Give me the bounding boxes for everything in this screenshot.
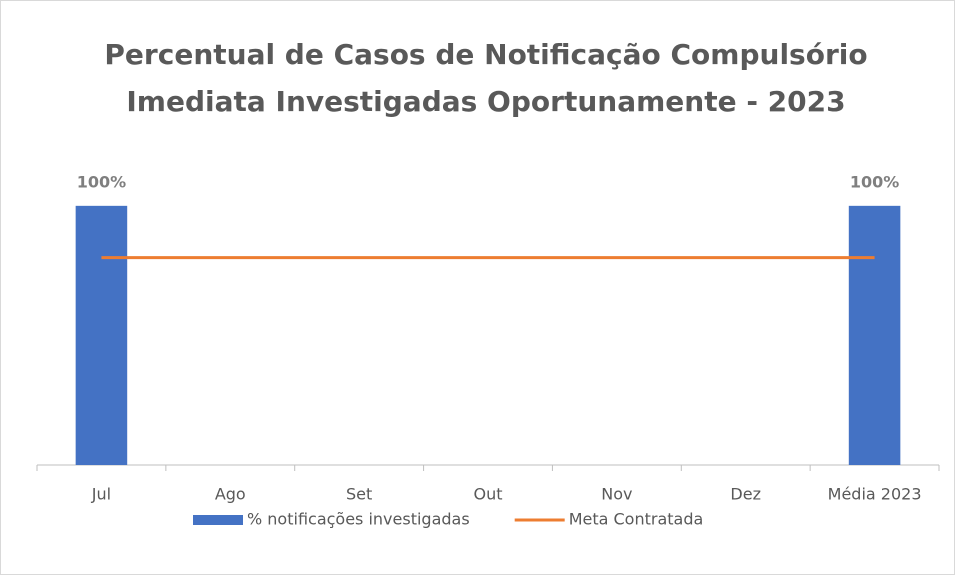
- x-tick-label: Nov: [601, 485, 632, 504]
- data-label: 100%: [77, 172, 126, 191]
- bar: [75, 205, 128, 466]
- x-tick-label: Out: [473, 485, 502, 504]
- x-tick-label: Dez: [730, 485, 761, 504]
- chart-title: Imediata Investigadas Oportunamente - 20…: [126, 85, 845, 118]
- x-tick-label: Ago: [215, 485, 246, 504]
- legend-label: Meta Contratada: [569, 510, 704, 529]
- x-tick-label: Média 2023: [828, 485, 922, 504]
- bar: [848, 205, 901, 466]
- chart-title: Percentual de Casos de Notificação Compu…: [104, 38, 867, 71]
- x-tick-label: Set: [346, 485, 372, 504]
- legend-swatch: [193, 515, 243, 525]
- data-label: 100%: [850, 172, 899, 191]
- x-tick-label: Jul: [91, 485, 111, 504]
- legend-label: % notificações investigadas: [247, 510, 470, 529]
